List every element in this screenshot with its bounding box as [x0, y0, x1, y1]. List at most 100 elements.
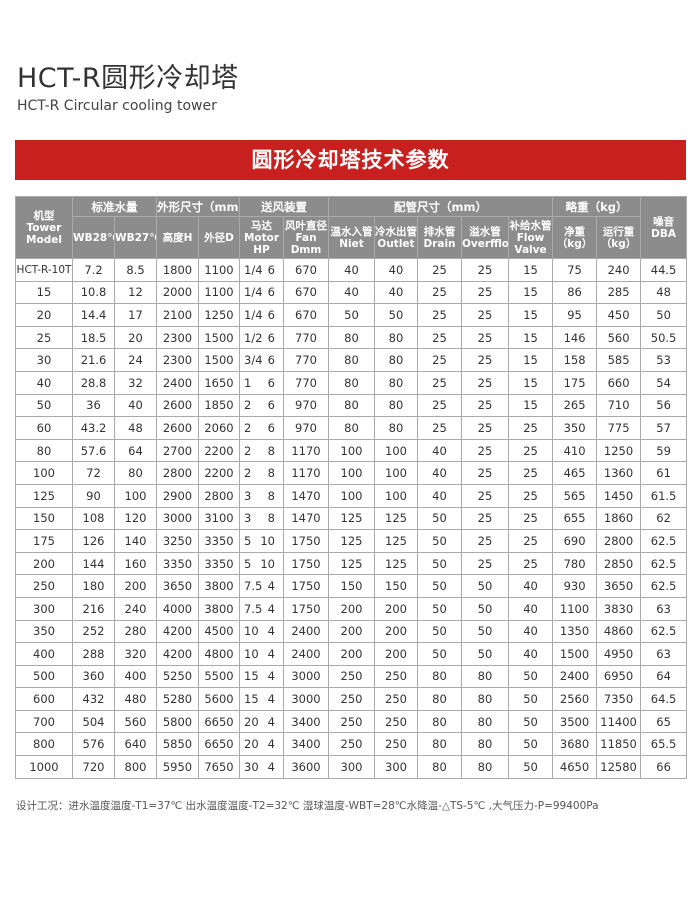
table-cell: 1170: [283, 438, 329, 463]
table-cell: 5250: [156, 664, 199, 689]
table-cell: 1170: [283, 461, 329, 485]
motor-hp: 1: [244, 375, 252, 390]
table-row: 80 57.6 64 2700 2200 2 8 1170 100 100 40 25 25 410 125…: [15, 438, 688, 463]
cell-motor: 1/4 6: [239, 258, 284, 282]
table-cell: 25: [461, 506, 509, 531]
motor-value: 8: [267, 511, 275, 526]
table-cell: 4860: [596, 619, 642, 644]
table-cell: 57.6: [72, 438, 115, 463]
table-row: HCT-R-10T 7.2 8.5 1800 1100 1/4 6 670 40 40 25 25 15…: [15, 258, 688, 282]
table-cell: 80: [461, 732, 509, 757]
table-cell: 25: [461, 529, 509, 553]
table-cell: 200: [374, 619, 418, 644]
table-cell: 40: [417, 461, 462, 485]
table-cell: 3680: [552, 732, 598, 757]
table-cell: 50: [417, 574, 462, 598]
table-cell: 28.8: [72, 370, 115, 395]
table-row: 15 10.8 12 2000 1100 1/4 6 670 40 40 25 25 15 86 285 48: [15, 280, 688, 305]
table-cell: 21.6: [72, 348, 115, 372]
table-cell: 65: [640, 709, 688, 734]
table-cell: 250: [328, 709, 375, 734]
table-cell: 100: [328, 461, 375, 485]
table-row: 150 108 120 3000 3100 3 8 1470 125 125 50 25 25 655 18…: [15, 506, 688, 531]
table-cell: 62.5: [640, 551, 688, 576]
table-cell: HCT-R-10T: [15, 258, 73, 282]
header-fan: 送风装置: [239, 196, 329, 217]
table-cell: 48: [114, 416, 157, 440]
table-cell: 36: [72, 393, 115, 418]
table-row: 60 43.2 48 2600 2060 2 6 970 80 80 25 25 25 350 775 57: [15, 416, 688, 440]
table-cell: 3000: [156, 506, 199, 531]
table-cell: 50: [417, 619, 462, 644]
cell-motor: 7.5 4: [239, 574, 284, 598]
table-row: 500 360 400 5250 5500 15 4 3000 250 250 80 80 50 2400…: [15, 664, 688, 689]
table-row: 300 216 240 4000 3800 7.5 4 1750 200 200 50 50 40 110…: [15, 596, 688, 621]
table-cell: 50: [417, 529, 462, 553]
table-cell: 25: [461, 370, 509, 395]
table-cell: 280: [114, 619, 157, 644]
table-cell: 250: [328, 664, 375, 689]
table-cell: 65.5: [640, 732, 688, 757]
table-cell: 80: [374, 370, 418, 395]
table-cell: 25: [507, 506, 554, 531]
table-cell: 770: [283, 348, 329, 372]
table-cell: 125: [328, 506, 375, 531]
motor-hp: 3: [244, 511, 252, 526]
table-cell: 120: [114, 506, 157, 531]
table-row: 800 576 640 5850 6650 20 4 3400 250 250 80 80 50 3680…: [15, 732, 688, 757]
table-cell: 250: [374, 709, 418, 734]
table-cell: 80: [328, 416, 375, 440]
table-cell: 2600: [156, 393, 199, 418]
table-cell: 250: [15, 574, 73, 598]
table-cell: 25: [417, 280, 462, 305]
page-subtitle: HCT-R Circular cooling tower: [17, 98, 217, 114]
table-cell: 576: [72, 732, 115, 757]
header-weight: 略重（kg）: [552, 196, 642, 217]
header-inlet: 温水入管 Niet: [328, 216, 375, 259]
table-cell: 80: [328, 348, 375, 372]
table-cell: 1100: [552, 596, 598, 621]
table-cell: 15: [507, 258, 554, 282]
table-cell: 32: [114, 370, 157, 395]
cell-motor: 20 4: [239, 732, 284, 757]
table-cell: 175: [15, 529, 73, 553]
table-cell: 400: [114, 664, 157, 689]
motor-hp: 7.5: [244, 579, 263, 594]
page-title: HCT-R圆形冷却塔: [17, 63, 239, 94]
table-cell: 24: [114, 348, 157, 372]
table-cell: 25: [461, 551, 509, 576]
table-cell: 800: [15, 732, 73, 757]
table-cell: 250: [328, 732, 375, 757]
cell-motor: 10 4: [239, 619, 284, 644]
table-cell: 20: [15, 303, 73, 327]
table-cell: 3650: [156, 574, 199, 598]
table-cell: 250: [374, 664, 418, 689]
header-wb28: WB28℃: [72, 216, 115, 259]
table-cell: 57: [640, 416, 688, 440]
table-cell: 80: [328, 393, 375, 418]
table-cell: 4200: [156, 619, 199, 644]
header-net: 净重 （kg）: [552, 216, 598, 259]
table-cell: 80: [461, 709, 509, 734]
table-cell: 970: [283, 416, 329, 440]
table-cell: 50.5: [640, 325, 688, 350]
motor-value: 6: [267, 420, 275, 435]
table-cell: 100: [328, 438, 375, 463]
table-row: 200 144 160 3350 3350 5 10 1750 125 125 50 25 25 780 2…: [15, 551, 688, 576]
cell-motor: 15 4: [239, 664, 284, 689]
table-cell: 1800: [156, 258, 199, 282]
table-cell: 7.2: [72, 258, 115, 282]
motor-value: 6: [267, 307, 275, 322]
motor-hp: 30: [244, 759, 259, 774]
table-cell: 18.5: [72, 325, 115, 350]
motor-value: 4: [267, 669, 275, 684]
table-cell: 25: [15, 325, 73, 350]
table-cell: 2800: [198, 483, 240, 508]
table-cell: 2400: [283, 642, 329, 666]
